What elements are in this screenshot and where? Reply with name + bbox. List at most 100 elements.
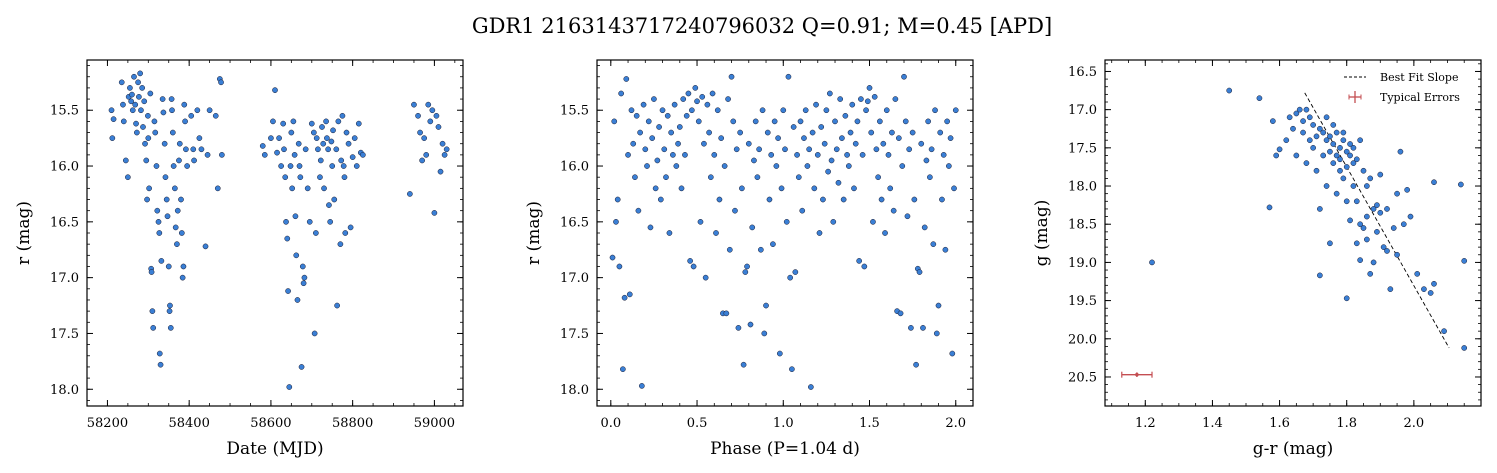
data-point xyxy=(663,174,669,181)
data-point xyxy=(685,90,692,97)
data-point xyxy=(1333,152,1340,159)
data-point xyxy=(122,157,129,164)
data-point xyxy=(613,218,619,225)
data-point xyxy=(795,174,802,181)
data-point xyxy=(327,218,334,225)
data-point xyxy=(1421,286,1427,292)
data-point xyxy=(901,73,907,80)
data-point xyxy=(206,107,213,114)
data-point xyxy=(609,254,616,261)
data-point xyxy=(142,140,148,147)
data-point xyxy=(883,107,890,114)
data-point xyxy=(620,366,626,373)
data-point xyxy=(739,185,745,192)
data-point xyxy=(647,224,654,231)
data-point xyxy=(165,263,172,270)
data-point xyxy=(145,112,151,119)
data-point xyxy=(178,196,184,203)
data-point xyxy=(889,129,895,136)
data-point xyxy=(1458,181,1464,188)
data-point xyxy=(839,135,845,141)
data-point xyxy=(313,230,319,236)
data-point xyxy=(1377,209,1384,216)
data-point xyxy=(118,79,125,86)
data-point xyxy=(630,140,637,147)
data-point xyxy=(714,107,721,114)
data-point xyxy=(300,280,307,287)
data-point xyxy=(127,85,133,91)
data-point xyxy=(292,213,299,220)
data-point xyxy=(140,124,146,130)
y-tick-label: 19.0 xyxy=(1068,256,1097,271)
data-point xyxy=(437,168,444,175)
data-point xyxy=(1296,106,1303,113)
data-point xyxy=(168,96,175,102)
data-point xyxy=(752,118,759,125)
data-point xyxy=(169,129,176,136)
data-point xyxy=(435,124,442,130)
data-point xyxy=(726,246,733,253)
data-point xyxy=(695,118,702,125)
data-point xyxy=(188,112,195,119)
data-point xyxy=(152,129,159,136)
data-points xyxy=(108,70,450,390)
data-point xyxy=(747,321,754,328)
data-point xyxy=(1461,345,1468,351)
data-point xyxy=(868,129,875,136)
data-point xyxy=(1380,244,1387,250)
y-tick-label: 18.5 xyxy=(1068,218,1097,233)
data-point xyxy=(110,116,117,123)
data-point xyxy=(341,174,348,181)
data-point xyxy=(1340,137,1347,144)
data-point xyxy=(156,230,163,236)
figure-title: GDR1 2163143717240796032 Q=0.91; M=0.45 … xyxy=(472,14,1052,38)
data-point xyxy=(1347,217,1353,224)
data-point xyxy=(775,135,781,141)
data-point xyxy=(182,118,188,125)
data-point xyxy=(932,107,938,114)
data-point xyxy=(797,118,804,125)
data-point xyxy=(1317,272,1323,279)
data-point xyxy=(770,241,776,248)
data-point xyxy=(858,96,864,102)
data-point xyxy=(768,152,775,158)
data-point xyxy=(890,207,897,214)
data-point xyxy=(202,243,209,250)
data-point xyxy=(1340,129,1347,136)
data-point xyxy=(783,218,790,225)
data-point xyxy=(1333,129,1340,136)
data-point xyxy=(214,185,221,192)
plot-frame xyxy=(86,59,464,407)
data-point xyxy=(1394,251,1400,258)
data-point xyxy=(1330,160,1337,166)
data-point xyxy=(1303,106,1310,113)
data-point xyxy=(174,207,181,214)
y-tick-label: 19.5 xyxy=(1068,294,1097,309)
data-point xyxy=(895,135,902,141)
data-point xyxy=(1364,236,1370,243)
data-point xyxy=(835,179,842,186)
data-point xyxy=(310,129,317,136)
data-point xyxy=(172,224,179,231)
data-point xyxy=(290,118,297,125)
data-point xyxy=(1397,148,1404,155)
data-point xyxy=(742,269,749,275)
data-point xyxy=(1357,221,1363,228)
data-point xyxy=(764,129,771,136)
data-point xyxy=(909,129,916,136)
x-tick-label: 1.6 xyxy=(1269,416,1290,431)
data-point xyxy=(683,112,690,119)
data-point xyxy=(654,157,661,164)
x-axis-label: Phase (P=1.04 d) xyxy=(710,439,860,459)
data-point xyxy=(343,129,350,136)
data-point xyxy=(419,157,425,164)
y-axis-label: r (mag) xyxy=(14,201,34,265)
data-point xyxy=(785,73,792,80)
data-point xyxy=(625,152,631,158)
data-points xyxy=(1149,87,1468,351)
data-point xyxy=(176,157,182,164)
data-point xyxy=(740,361,747,368)
data-point xyxy=(181,101,188,108)
data-point xyxy=(407,191,413,197)
data-point xyxy=(673,163,680,169)
